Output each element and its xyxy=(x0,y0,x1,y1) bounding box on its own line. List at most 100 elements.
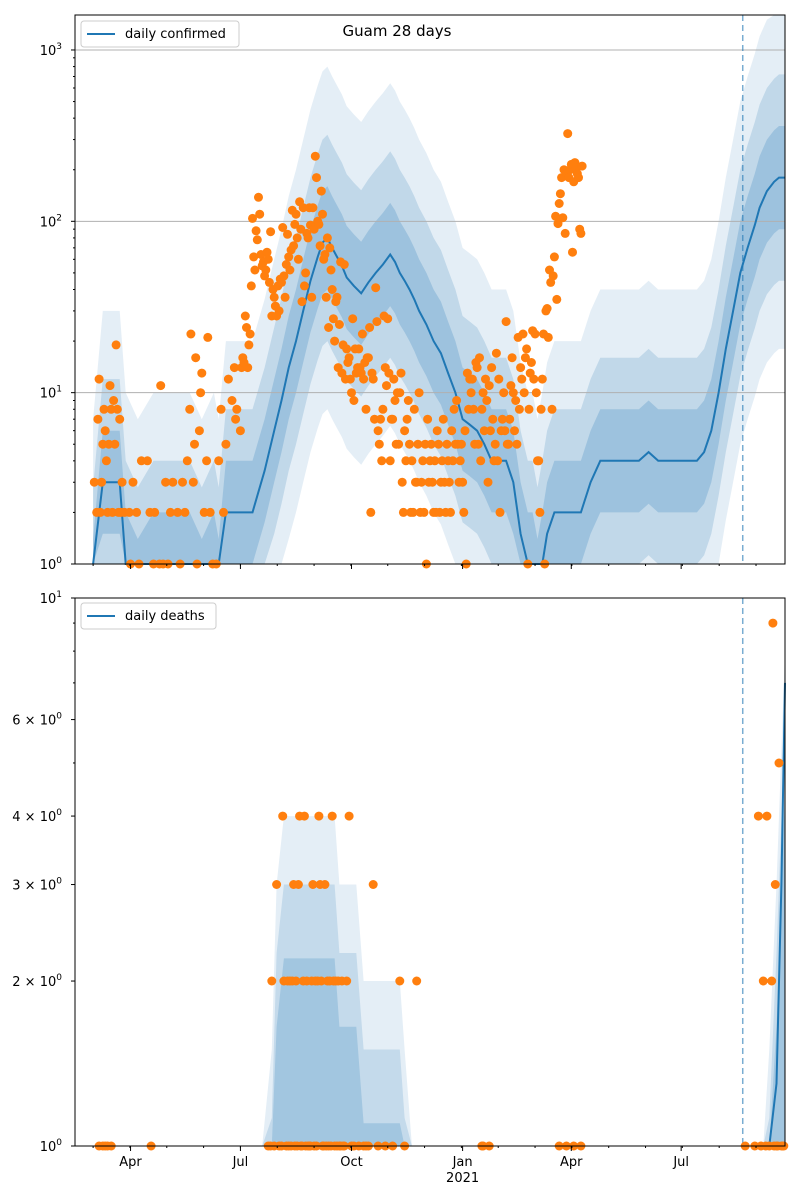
observed-point xyxy=(469,404,478,414)
observed-point xyxy=(576,228,586,238)
observed-point xyxy=(320,880,330,889)
observed-point xyxy=(368,374,378,384)
observed-point xyxy=(221,439,231,449)
observed-point xyxy=(332,292,342,302)
confidence-band-inner xyxy=(262,793,785,1146)
observed-point xyxy=(767,976,777,986)
observed-point xyxy=(514,404,524,414)
observed-point xyxy=(284,252,294,262)
observed-point xyxy=(427,477,437,487)
observed-point xyxy=(244,340,254,350)
confirmed-bands xyxy=(93,15,786,565)
deaths-legend: daily deaths xyxy=(80,602,217,630)
observed-point xyxy=(512,439,522,449)
observed-point xyxy=(328,314,338,324)
observed-point xyxy=(165,507,175,517)
observed-point xyxy=(266,227,276,237)
observed-point xyxy=(293,254,303,264)
observed-point xyxy=(254,192,263,202)
observed-point xyxy=(93,414,103,424)
observed-point xyxy=(418,456,428,466)
observed-point xyxy=(762,811,772,821)
observed-point xyxy=(548,271,558,281)
observed-point xyxy=(499,388,509,398)
observed-point xyxy=(314,811,324,821)
deaths-axes-frame xyxy=(74,597,786,1147)
observed-point xyxy=(321,292,331,302)
observed-point xyxy=(245,329,255,339)
observed-point xyxy=(232,404,242,414)
observed-point xyxy=(426,439,436,449)
confidence-band-3 xyxy=(93,126,786,564)
observed-point xyxy=(413,439,423,449)
observed-point xyxy=(508,388,518,398)
observed-point xyxy=(774,758,784,768)
y-tick-mantissa: 6 × 10 xyxy=(12,714,56,729)
y-tick-mantissa: 2 × 10 xyxy=(12,975,56,990)
observed-point xyxy=(378,404,388,414)
deaths-series-line xyxy=(768,682,786,1147)
x-tick-label: Apr xyxy=(119,1155,142,1170)
observed-point xyxy=(293,880,303,889)
y-tick-label: 3 × 100 xyxy=(12,877,62,894)
observed-point xyxy=(202,456,212,466)
observed-point xyxy=(384,368,394,378)
observed-point xyxy=(173,507,183,517)
observed-point xyxy=(485,426,495,436)
observed-point xyxy=(473,439,483,449)
observed-point xyxy=(517,374,527,384)
legend-box xyxy=(80,20,240,48)
observed-point xyxy=(264,277,274,287)
observed-point xyxy=(551,211,561,221)
observed-point xyxy=(482,396,492,405)
observed-point xyxy=(278,811,288,821)
observed-point xyxy=(280,292,290,302)
observed-point xyxy=(511,396,521,405)
observed-point xyxy=(291,976,301,986)
observed-point xyxy=(303,233,313,243)
observed-point xyxy=(156,381,166,391)
observed-point xyxy=(347,388,356,398)
observed-point xyxy=(407,456,417,466)
observed-point xyxy=(768,618,778,628)
observed-point xyxy=(365,323,375,332)
y-tick-label: 102 xyxy=(40,213,62,230)
observed-point xyxy=(476,456,486,466)
observed-point xyxy=(543,332,553,342)
observed-point xyxy=(456,439,466,449)
y-tick-label: 101 xyxy=(40,590,62,607)
confidence-band-middle xyxy=(262,719,785,1146)
observed-point xyxy=(366,507,376,517)
observed-point xyxy=(262,247,272,257)
observed-point xyxy=(330,336,340,346)
observed-point xyxy=(449,404,459,414)
observed-point xyxy=(216,404,226,414)
observed-point xyxy=(487,363,497,373)
observed-point xyxy=(339,260,349,269)
y-tick-label: 6 × 100 xyxy=(12,712,62,729)
observed-point xyxy=(529,374,539,384)
y-tick-exponent: 0 xyxy=(56,973,62,983)
observed-point xyxy=(251,226,261,236)
observed-point xyxy=(363,353,373,363)
observed-point xyxy=(475,353,484,363)
observed-point xyxy=(563,129,573,139)
observed-point xyxy=(132,507,142,517)
observed-point xyxy=(196,388,206,398)
observed-point xyxy=(493,456,503,466)
observed-point xyxy=(501,317,511,327)
observed-point xyxy=(519,388,529,398)
observed-point xyxy=(467,374,477,384)
observed-point xyxy=(290,219,300,229)
observed-point xyxy=(507,353,517,363)
observed-point xyxy=(371,283,381,293)
observed-point xyxy=(558,213,568,223)
y-tick-mantissa: 4 × 10 xyxy=(12,810,56,825)
observed-point xyxy=(419,507,429,517)
observed-point xyxy=(267,976,277,986)
legend-box xyxy=(80,602,217,630)
observed-point xyxy=(128,477,138,487)
observed-point xyxy=(194,426,204,436)
observed-point xyxy=(310,151,320,161)
observed-point xyxy=(100,426,110,436)
